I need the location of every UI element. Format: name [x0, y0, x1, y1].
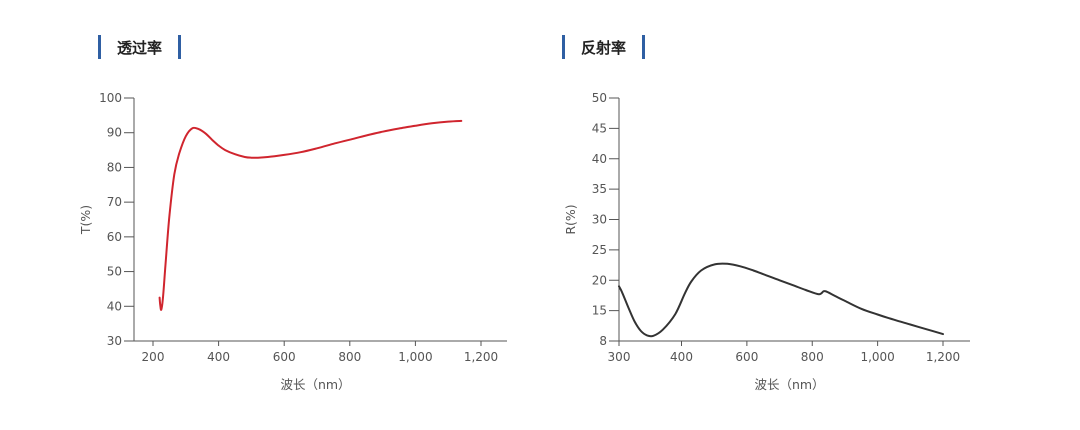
reflectance-x-tick-label: 400 [670, 350, 693, 364]
reflectance-y-tick-label: 35 [592, 182, 607, 196]
reflectance-y-tick-label: 30 [592, 213, 607, 227]
transmittance-y-tick-label: 100 [99, 91, 122, 105]
transmittance-y-tick-label: 40 [107, 299, 122, 313]
reflectance-x-tick-label: 300 [608, 350, 631, 364]
reflectance-title: 反射率 [581, 38, 627, 57]
reflectance-y-tick-label: 45 [592, 121, 607, 135]
transmittance-x-tick-label: 400 [207, 350, 230, 364]
title-bar-left [562, 35, 565, 59]
reflectance-y-tick-label: 15 [592, 304, 607, 318]
transmittance-title-block: 透过率 [98, 34, 182, 60]
transmittance-x-tick-label: 600 [273, 350, 296, 364]
reflectance-x-tick-label: 1,000 [860, 350, 894, 364]
reflectance-y-tick-label: 40 [592, 152, 607, 166]
transmittance-title: 透过率 [117, 38, 163, 57]
reflectance-x-tick-label: 800 [801, 350, 824, 364]
reflectance-x-tick-label: 600 [735, 350, 758, 364]
reflectance-series-line [618, 262, 944, 338]
title-bar-right [178, 35, 182, 59]
transmittance-x-tick-label: 1,200 [464, 350, 498, 364]
transmittance-y-axis-label: T(%) [78, 205, 93, 235]
reflectance-y-tick-label: 8 [599, 334, 607, 348]
transmittance-x-tick-label: 200 [142, 350, 165, 364]
reflectance-title-block: 反射率 [562, 34, 646, 60]
reflectance-x-axis-label: 波长（nm） [754, 377, 824, 392]
transmittance-x-tick-label: 1,000 [398, 350, 432, 364]
transmittance-y-tick-label: 90 [107, 126, 122, 140]
reflectance-y-tick-label: 20 [592, 273, 607, 287]
transmittance-y-tick-label: 30 [107, 334, 122, 348]
transmittance-x-axis-label: 波长（nm） [280, 377, 350, 392]
transmittance-y-tick-label: 80 [107, 160, 122, 174]
transmittance-y-tick-label: 70 [107, 195, 122, 209]
reflectance-y-tick-label: 25 [592, 243, 607, 257]
title-bar-right [642, 35, 646, 59]
transmittance-x-tick-label: 800 [338, 350, 361, 364]
reflectance-x-tick-label: 1,200 [926, 350, 960, 364]
transmittance-y-tick-label: 60 [107, 230, 122, 244]
reflectance-y-axis-label: R(%) [563, 204, 578, 234]
reflectance-y-tick-label: 50 [592, 91, 607, 105]
transmittance-series-line [158, 119, 463, 311]
title-bar-left [98, 35, 101, 59]
transmittance-y-tick-label: 50 [107, 265, 122, 279]
